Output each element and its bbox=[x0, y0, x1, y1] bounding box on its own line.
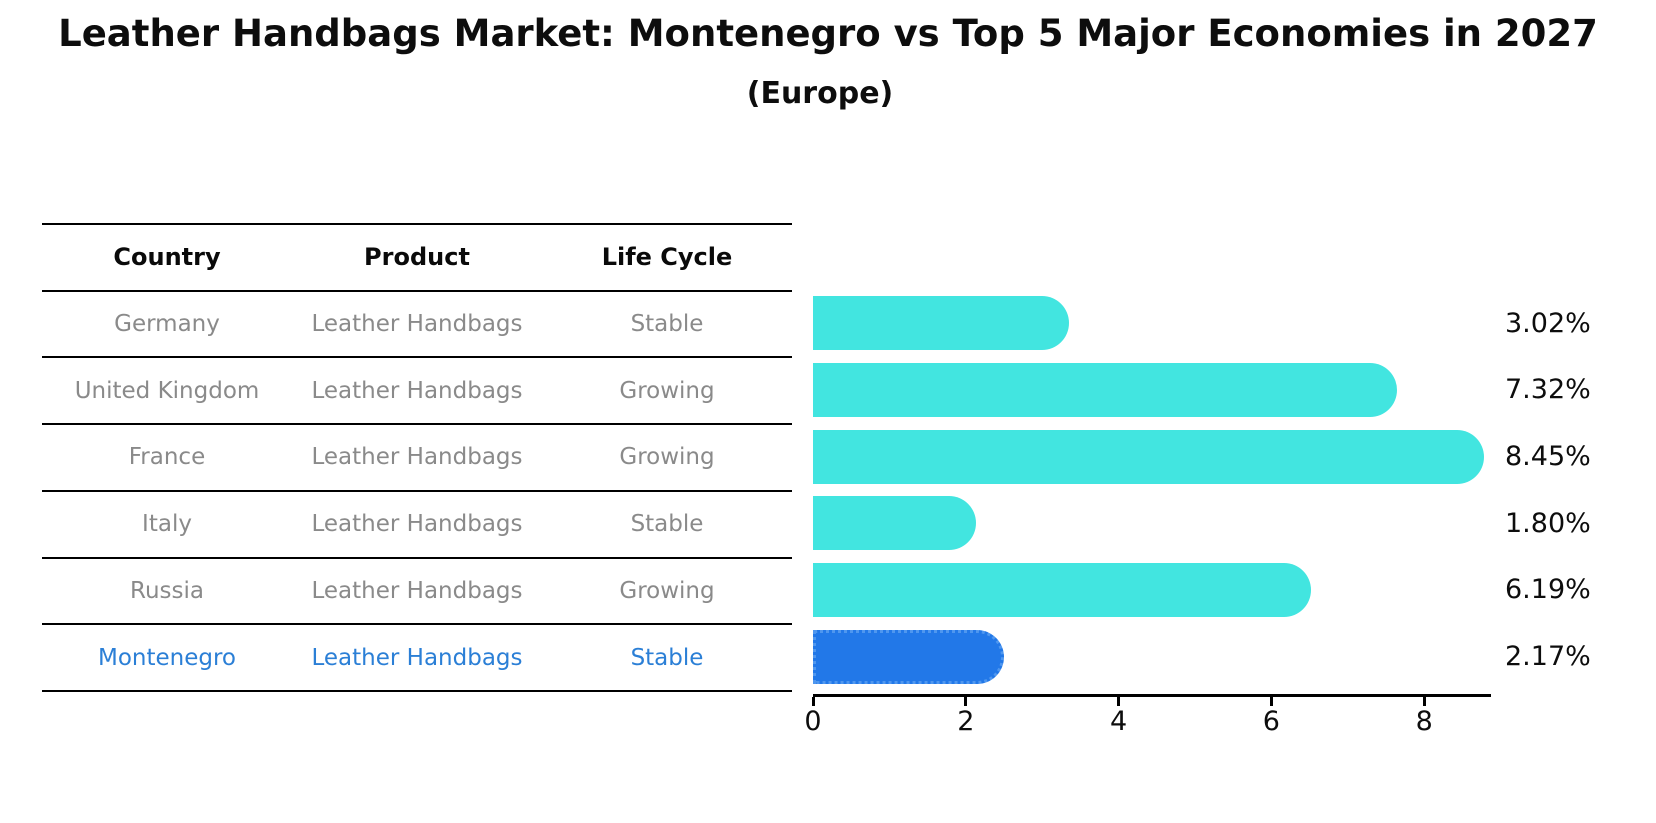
country-cell: United Kingdom bbox=[74, 377, 260, 404]
x-axis-line bbox=[813, 694, 1491, 697]
product-cell: Leather Handbags bbox=[311, 311, 523, 338]
bar-montenegro-highlight bbox=[813, 629, 1004, 684]
country-cell: Italy bbox=[142, 511, 192, 538]
table-row: United Kingdom Leather Handbags Growing bbox=[42, 358, 792, 426]
life-cycle-cell: Stable bbox=[630, 511, 704, 538]
country-info-table: Country Product Life Cycle Germany Leather … bbox=[42, 223, 792, 692]
life-cycle-cell: Stable bbox=[630, 644, 704, 671]
bar-value-label: 3.02% bbox=[1505, 307, 1591, 339]
x-axis-tick-mark bbox=[1269, 697, 1273, 706]
chart-subtitle: (Europe) bbox=[746, 76, 894, 111]
table-header-cell: Life Cycle bbox=[601, 243, 733, 272]
country-cell: Montenegro bbox=[97, 644, 236, 671]
bar-row bbox=[813, 423, 1513, 490]
product-cell: Leather Handbags bbox=[311, 577, 523, 604]
bar-value-label: 8.45% bbox=[1505, 441, 1591, 473]
bar bbox=[813, 429, 1484, 484]
x-axis-tick-mark bbox=[1117, 697, 1121, 706]
x-axis-tick-mark bbox=[811, 697, 815, 706]
bar-value-label: 2.17% bbox=[1505, 641, 1591, 673]
life-cycle-cell: Growing bbox=[619, 444, 715, 471]
product-cell: Leather Handbags bbox=[311, 511, 523, 538]
bar-row bbox=[813, 490, 1513, 557]
table-header-row: Country Product Life Cycle bbox=[42, 225, 792, 292]
table-row: Montenegro Leather Handbags Stable bbox=[42, 625, 792, 692]
x-axis-tick-label: 8 bbox=[1415, 706, 1433, 737]
table-row: France Leather Handbags Growing bbox=[42, 425, 792, 492]
table-header-cell: Product bbox=[364, 243, 470, 272]
bar-row bbox=[813, 557, 1513, 624]
table-row: Italy Leather Handbags Stable bbox=[42, 492, 792, 559]
bar bbox=[813, 362, 1398, 417]
bar bbox=[813, 496, 976, 551]
bar-value-label: 7.32% bbox=[1505, 374, 1591, 406]
product-cell: Leather Handbags bbox=[311, 644, 523, 671]
bar-row bbox=[813, 623, 1513, 690]
bar bbox=[813, 296, 1069, 351]
bar-value-labels: 3.02% 7.32% 8.45% 1.80% 6.19% 2.17% bbox=[1505, 290, 1645, 690]
life-cycle-cell: Growing bbox=[619, 377, 715, 404]
bar-row bbox=[813, 290, 1513, 357]
bar-row bbox=[813, 357, 1513, 424]
bar-value-label: 1.80% bbox=[1505, 507, 1591, 539]
bar-value-label: 6.19% bbox=[1505, 574, 1591, 606]
chart-title: Leather Handbags Market: Montenegro vs T… bbox=[58, 12, 1598, 55]
x-axis-tick-label: 4 bbox=[1110, 706, 1128, 737]
country-cell: France bbox=[128, 444, 206, 471]
table-header-cell: Country bbox=[113, 243, 221, 272]
country-cell: Germany bbox=[114, 311, 220, 338]
product-cell: Leather Handbags bbox=[311, 377, 523, 404]
life-cycle-cell: Growing bbox=[619, 577, 715, 604]
x-axis-tick-label: 0 bbox=[804, 706, 822, 737]
table-row: Russia Leather Handbags Growing bbox=[42, 559, 792, 626]
table-row: Germany Leather Handbags Stable bbox=[42, 292, 792, 359]
bar bbox=[813, 562, 1311, 617]
x-axis-tick-label: 6 bbox=[1262, 706, 1280, 737]
x-axis-tick-mark bbox=[964, 697, 968, 706]
x-axis-tick-mark bbox=[1422, 697, 1426, 706]
x-axis-tick-label: 2 bbox=[957, 706, 975, 737]
country-cell: Russia bbox=[130, 577, 204, 604]
life-cycle-cell: Stable bbox=[630, 311, 704, 338]
product-cell: Leather Handbags bbox=[311, 444, 523, 471]
bar-chart-area bbox=[813, 290, 1513, 690]
